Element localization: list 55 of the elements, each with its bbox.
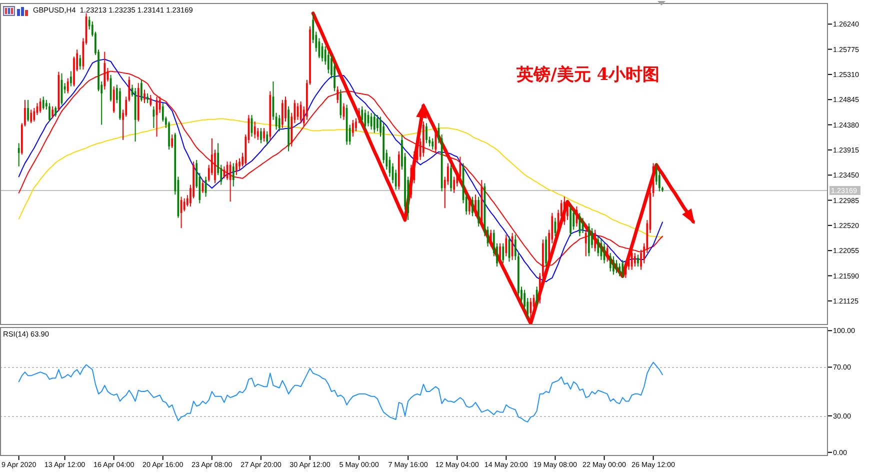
candlestick [18, 142, 20, 167]
candlestick [432, 138, 434, 150]
candlestick [618, 262, 620, 277]
candlestick [48, 102, 50, 122]
candlestick [146, 92, 148, 104]
candlestick [282, 99, 284, 129]
line-series [18, 118, 663, 238]
candlestick [30, 109, 32, 124]
candlestick [637, 254, 639, 268]
candlestick [79, 54, 82, 70]
candlestick [612, 256, 614, 276]
candlestick [490, 229, 492, 248]
candlestick [144, 89, 146, 104]
candlestick [27, 99, 29, 122]
candlestick [66, 78, 69, 94]
candlestick [616, 260, 618, 274]
line-series [18, 362, 663, 422]
candlestick [336, 86, 339, 104]
candlestick [563, 196, 566, 226]
candlestick [171, 134, 173, 149]
candlestick [472, 196, 474, 217]
candlestick [150, 94, 152, 107]
candlestick [33, 107, 36, 122]
candlestick [584, 229, 587, 257]
candlestick [254, 121, 256, 139]
candlestick [52, 106, 54, 119]
candlestick [340, 89, 342, 119]
candlestick [478, 196, 480, 228]
candlestick [634, 252, 636, 268]
candlestick [594, 229, 596, 252]
candlestick [474, 194, 476, 217]
candlestick [70, 70, 72, 87]
candlestick [352, 119, 354, 138]
candlestick [260, 128, 262, 144]
candlestick [609, 252, 612, 272]
candlestick [591, 228, 593, 249]
candlestick [236, 159, 238, 176]
candlestick [42, 96, 44, 110]
candlestick [597, 236, 600, 257]
annotation: 英镑/美元 4小时图 [516, 65, 660, 85]
candlestick [183, 198, 186, 212]
candlestick [572, 209, 575, 230]
candlestick [263, 128, 265, 142]
candlestick [450, 164, 452, 192]
candlestick [112, 86, 115, 114]
candlestick [54, 106, 57, 118]
candlestick [140, 79, 142, 102]
candlestick [266, 130, 268, 146]
candlestick [373, 112, 376, 134]
candlestick [502, 242, 504, 264]
candlestick [278, 114, 280, 132]
candlestick [426, 122, 428, 144]
candlestick [622, 260, 624, 278]
candlestick [545, 236, 547, 268]
candlestick [232, 162, 234, 187]
